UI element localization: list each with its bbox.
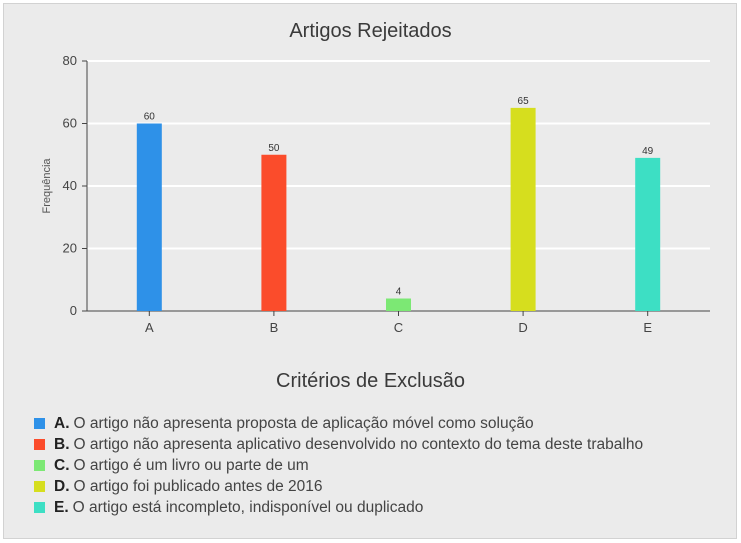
legend-text: O artigo não apresenta proposta de aplic… [74,415,534,433]
x-tick-label-a: A [145,320,154,335]
legend-item-e: E. O artigo está incompleto, indisponível… [34,497,643,518]
y-tick-label: 40 [63,178,77,193]
legend-text: O artigo não apresenta aplicativo desenv… [74,436,644,454]
bar-d [511,108,536,311]
legend-swatch [34,502,45,513]
bar-chart: 0 20 40 60 80 A B C D E 60 50 4 65 49 Frequência [0,0,741,360]
legend-swatch [34,460,45,471]
bar-b [261,155,286,311]
legend-key: D. [54,478,70,496]
y-tick-label: 20 [63,241,77,256]
x-tick-label-e: E [643,320,652,335]
legend-key: A. [54,415,70,433]
data-label-c: 4 [396,287,402,298]
grid-lines [87,61,710,249]
data-label-a: 60 [144,112,156,123]
bars: 60 50 4 65 49 [137,96,660,311]
legend-swatch [34,439,45,450]
x-tick-label-c: C [394,320,403,335]
legend: A. O artigo não apresenta proposta de apl… [34,413,643,518]
y-axis-label: Frequência [41,158,53,214]
legend-item-b: B. O artigo não apresenta aplicativo dese… [34,434,643,455]
y-tick-label: 60 [63,116,77,131]
legend-item-c: C. O artigo é um livro ou parte de um [34,455,643,476]
data-label-d: 65 [518,96,530,107]
legend-item-d: D. O artigo foi publicado antes de 2016 [34,476,643,497]
legend-swatch [34,418,45,429]
x-tick-label-d: D [518,320,527,335]
x-tick-label-b: B [270,320,279,335]
data-label-e: 49 [642,146,654,157]
data-label-b: 50 [268,143,280,154]
legend-title: Critérios de Exclusão [0,370,741,393]
legend-item-a: A. O artigo não apresenta proposta de apl… [34,413,643,434]
bar-a [137,124,162,312]
y-tick-label: 80 [63,53,77,68]
bar-e [635,158,660,311]
legend-key: E. [54,499,69,517]
legend-key: C. [54,457,70,475]
legend-key: B. [54,436,70,454]
legend-swatch [34,481,45,492]
y-tick-label: 0 [70,303,77,318]
legend-text: O artigo foi publicado antes de 2016 [74,478,323,496]
legend-text: O artigo é um livro ou parte de um [74,457,309,475]
legend-text: O artigo está incompleto, indisponível o… [73,499,424,517]
bar-c [386,299,411,312]
